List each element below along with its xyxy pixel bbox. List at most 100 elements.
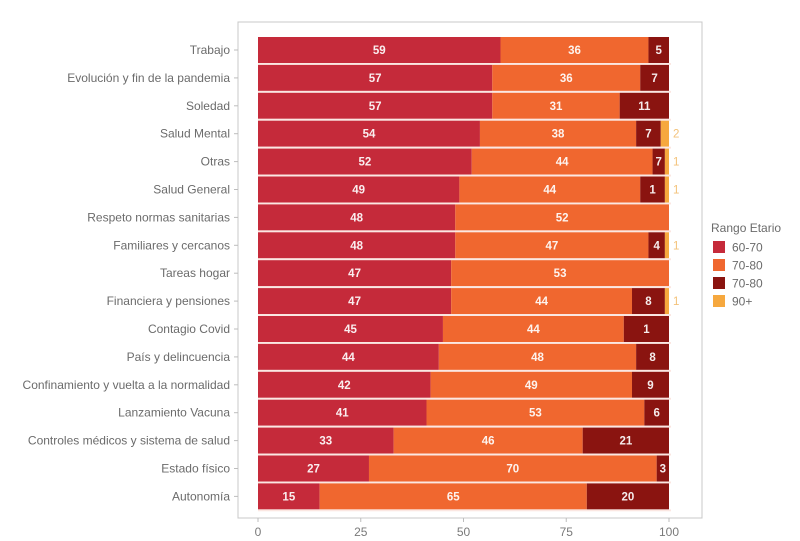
bar-segment: [426, 399, 645, 426]
x-tick-label: 50: [457, 525, 471, 539]
legend-label: 70-80: [732, 259, 763, 273]
data-label: 41: [336, 408, 349, 420]
bar-segment: [632, 288, 665, 315]
bar-segment: [664, 148, 669, 175]
x-axis: 0 25 50 75 100: [255, 518, 679, 539]
data-label: 47: [545, 240, 558, 252]
category-label: Evolución y fin de la pandemia: [67, 71, 230, 85]
data-label: 1: [643, 324, 650, 336]
data-label: 53: [529, 408, 542, 420]
data-label: 54: [363, 129, 376, 141]
data-label: 52: [556, 212, 569, 224]
bar-segment: [258, 316, 443, 342]
x-tick-label: 75: [560, 525, 574, 539]
data-label: 48: [350, 212, 363, 224]
x-tick-label: 0: [255, 525, 262, 539]
bar-segment: [258, 288, 452, 315]
bar-segment: [455, 204, 669, 231]
data-label: 1: [673, 296, 679, 308]
category-label: Familiares y cercanos: [113, 238, 230, 252]
bar-segment: [636, 343, 669, 370]
data-label: 57: [369, 73, 382, 85]
data-label: 44: [342, 352, 355, 364]
row-separator: [258, 342, 671, 344]
category-label: Estado físico: [161, 462, 230, 476]
bar-segment: [492, 92, 620, 119]
legend: Rango Etario 60-70 70-80 70-80 90+: [711, 221, 781, 309]
bar-segment: [455, 232, 649, 259]
data-label: 44: [527, 324, 540, 336]
bar-segment: [258, 37, 501, 63]
bar-segment: [632, 371, 669, 398]
row-separator: [258, 369, 671, 372]
data-label: 3: [660, 464, 666, 476]
data-label: 65: [447, 491, 460, 503]
bar-segment: [660, 120, 669, 147]
category-label: Soledad: [186, 99, 230, 113]
category-label: Autonomía: [172, 489, 230, 503]
data-label: 1: [673, 185, 679, 197]
category-label: País y delincuencia: [127, 350, 231, 364]
data-label: 44: [535, 296, 548, 308]
data-label: 57: [369, 101, 382, 113]
bar-segment: [644, 399, 669, 426]
bar-segment: [640, 176, 665, 203]
data-label: 31: [550, 101, 563, 113]
category-labels-layer: Trabajo Evolución y fin de la pandemia Sol…: [23, 43, 238, 503]
row-separator: [258, 481, 671, 484]
data-label: 4: [653, 240, 660, 252]
bar-segment: [652, 148, 665, 175]
legend-swatch: [713, 259, 725, 271]
bar-segment: [648, 232, 665, 259]
bar-segment: [258, 64, 493, 91]
row-separator: [258, 314, 671, 316]
bar-segment: [430, 371, 633, 398]
bar-segment: [586, 483, 669, 510]
data-label: 27: [307, 464, 320, 476]
bar-segment: [319, 483, 587, 510]
data-label: 44: [556, 157, 569, 169]
bar-segment: [500, 37, 649, 63]
row-separator: [258, 90, 671, 93]
category-label: Contagio Covid: [148, 322, 230, 336]
bar-segment: [656, 455, 669, 482]
x-tick-label: 100: [659, 525, 679, 539]
category-label: Controles médicos y sistema de salud: [28, 434, 230, 448]
category-label: Salud Mental: [160, 127, 230, 141]
category-label: Salud General: [153, 183, 230, 197]
bar-segment: [258, 204, 456, 231]
data-label: 1: [649, 185, 656, 197]
data-label: 48: [531, 352, 544, 364]
bar-segment: [640, 64, 669, 91]
data-label: 15: [282, 491, 295, 503]
bar-segment: [664, 232, 669, 259]
data-label: 8: [645, 296, 652, 308]
row-separator: [258, 174, 671, 177]
bar-segment: [438, 343, 637, 370]
row-separator: [258, 425, 671, 428]
data-label: 36: [560, 73, 573, 85]
row-separator: [258, 146, 671, 149]
bar-segment: [258, 399, 427, 426]
data-label: 1: [673, 157, 679, 169]
data-label: 47: [348, 296, 361, 308]
bar-segment: [451, 260, 669, 287]
legend-title: Rango Etario: [711, 221, 781, 235]
row-separator: [258, 258, 671, 261]
category-label: Respeto normas sanitarias: [87, 210, 230, 224]
bar-segment: [258, 455, 369, 482]
row-separator: [258, 286, 671, 289]
data-label: 47: [348, 268, 361, 280]
data-label: 42: [338, 380, 351, 392]
legend-swatch: [713, 241, 725, 253]
category-label: Otras: [201, 155, 230, 169]
data-label: 36: [568, 45, 581, 57]
bar-segment: [623, 316, 669, 342]
data-label: 7: [656, 157, 662, 169]
category-label: Confinamiento y vuelta a la normalidad: [23, 378, 230, 392]
data-label: 6: [653, 408, 659, 420]
row-separator: [258, 202, 671, 205]
bar-segment: [258, 148, 472, 175]
